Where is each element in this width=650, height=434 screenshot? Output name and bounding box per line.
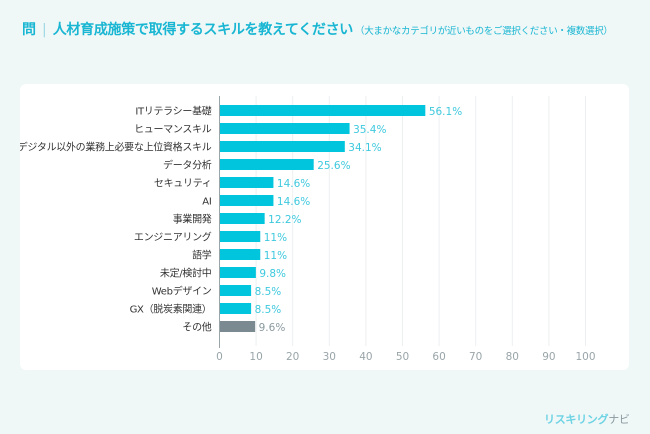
value-label: 34.1% — [348, 142, 381, 154]
bar — [220, 159, 314, 170]
bar-chart: 0 10 20 30 40 50 60 70 80 90 100 ITリテラシー基礎 56.1% ヒューマ… — [20, 96, 596, 363]
x-tick-label: 100 — [575, 351, 595, 363]
title-separator: | — [42, 22, 47, 38]
bar — [220, 123, 350, 134]
x-tick-label: 90 — [542, 351, 555, 363]
value-label: 8.5% — [255, 304, 282, 316]
category-label: Webデザイン — [152, 285, 212, 298]
category-label: 未定/検討中 — [160, 267, 212, 280]
bar — [220, 141, 345, 152]
x-tick-label: 60 — [432, 351, 445, 363]
x-tick-label: 80 — [506, 351, 519, 363]
brand-logo: リスキリングナビ — [544, 411, 630, 427]
value-label: 35.4% — [353, 124, 386, 136]
value-label: 11% — [264, 250, 287, 262]
category-label: AI — [202, 197, 211, 208]
bar — [220, 177, 274, 188]
category-label: ITリテラシー基礎 — [135, 105, 211, 118]
x-tick-label: 30 — [323, 351, 336, 363]
category-label: セキュリティ — [154, 178, 212, 190]
title-note: （大まかなカテゴリが近いものをご選択ください・複数選択） — [355, 26, 613, 37]
page-title: 人材育成施策で取得するスキルを教えてください — [52, 22, 354, 38]
value-label: 8.5% — [255, 286, 282, 298]
value-label: 9.8% — [259, 268, 286, 280]
category-label: エンジニアリング — [134, 231, 212, 244]
logo-part-1: リスキリング — [544, 413, 609, 426]
category-label: 事業開発 — [173, 213, 212, 226]
x-tick-label: 70 — [469, 351, 482, 363]
x-tick-label: 0 — [216, 351, 223, 363]
question-header: 問 | 人材育成施策で取得するスキルを教えてください （大まかなカテゴリが近いも… — [22, 19, 613, 41]
x-tick-label: 40 — [359, 351, 372, 363]
bar — [220, 267, 256, 278]
bar — [220, 213, 265, 224]
x-tick-label: 50 — [396, 351, 409, 363]
bar — [220, 303, 252, 314]
bar — [220, 105, 426, 116]
bar — [220, 321, 256, 332]
bar — [220, 249, 261, 260]
category-label: ヒューマンスキル — [134, 124, 212, 136]
category-label: GX（脱炭素関連） — [130, 303, 212, 316]
category-label: デジタル以外の業務上必要な上位資格スキル — [20, 141, 212, 154]
value-label: 14.6% — [277, 196, 310, 208]
x-tick-label: 20 — [286, 351, 299, 363]
bar — [220, 285, 252, 296]
value-label: 12.2% — [268, 214, 301, 226]
value-label: 56.1% — [429, 106, 462, 118]
value-label: 9.6% — [259, 322, 286, 334]
value-label: 11% — [264, 232, 287, 244]
value-label: 14.6% — [277, 178, 310, 190]
category-label: データ分析 — [163, 159, 212, 172]
bar — [220, 195, 274, 206]
category-label: その他 — [182, 321, 211, 334]
logo-part-2: ナビ — [608, 413, 630, 426]
question-mark: 問 — [22, 22, 36, 38]
value-label: 25.6% — [317, 160, 350, 172]
x-tick-label: 10 — [249, 351, 262, 363]
category-label: 語学 — [192, 249, 212, 262]
bar — [220, 231, 261, 242]
chart-panel: 0 10 20 30 40 50 60 70 80 90 100 ITリテラシー基礎 56.1% ヒューマ… — [20, 84, 629, 370]
